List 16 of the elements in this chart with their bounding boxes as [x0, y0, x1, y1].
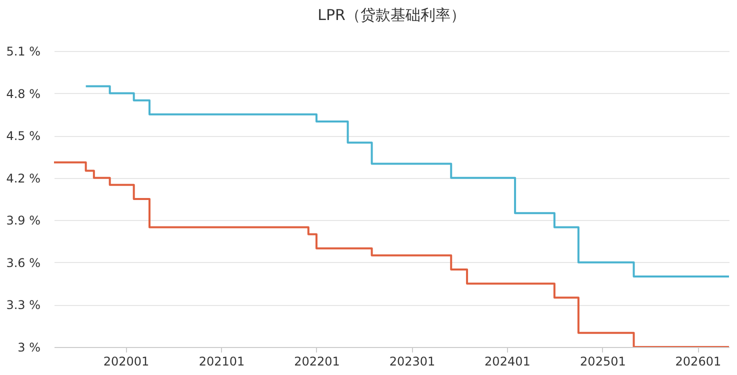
y-tick-label: 4.5 % — [6, 129, 40, 144]
x-tick-label: 202001 — [103, 354, 150, 368]
y-tick-label: 3.9 % — [6, 214, 40, 228]
x-tick-label: 202401 — [484, 354, 530, 368]
y-tick-label: 4.8 % — [6, 86, 40, 101]
y-tick-label: 3 % — [18, 340, 40, 354]
x-tick-label: 202501 — [580, 354, 626, 368]
x-tick-label: 202601 — [675, 354, 722, 368]
y-tick-label: 3.6 % — [6, 256, 40, 270]
x-tick-label: 202101 — [198, 354, 245, 368]
y-tick-label: 4.2 % — [6, 171, 40, 186]
y-tick-label: 5.1 % — [6, 44, 40, 58]
y-tick-label: 3.3 % — [6, 298, 40, 312]
x-tick-label: 202301 — [389, 354, 436, 368]
chart-title: LPR（贷款基础利率） — [318, 6, 466, 24]
x-tick-label: 202201 — [294, 354, 340, 368]
